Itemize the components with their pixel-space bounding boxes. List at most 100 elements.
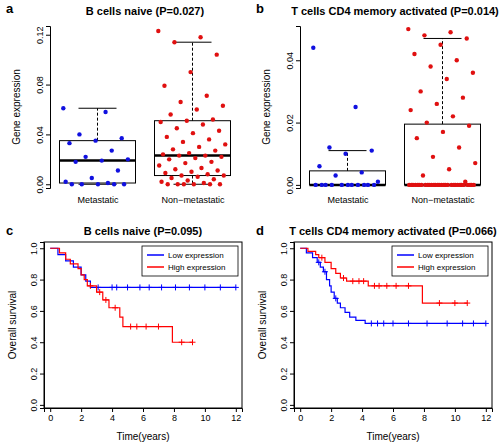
point — [451, 114, 455, 118]
box — [405, 124, 481, 185]
y-axis-tick-label: 1.0 — [29, 243, 39, 256]
x-axis-tick-label: 10 — [200, 413, 210, 423]
point — [343, 152, 347, 156]
y-axis-tick-label: 0.0 — [29, 399, 39, 412]
y-axis-tick-label: 1.0 — [279, 243, 289, 256]
x-axis: 024681012 — [45, 408, 243, 423]
y-axis-tick-label: 0.2 — [29, 368, 39, 381]
whisker-cap — [174, 42, 212, 43]
whisker-cap — [424, 38, 462, 39]
y-axis-tick: 0.12 — [35, 26, 50, 44]
point — [442, 183, 446, 187]
point — [202, 181, 206, 185]
point — [221, 104, 225, 108]
point — [333, 173, 337, 177]
y-axis: 0.00.20.40.60.81.0 — [279, 243, 295, 412]
point — [419, 183, 423, 187]
y-axis-tick-mark — [296, 60, 300, 61]
point — [83, 155, 87, 159]
plot-area — [310, 27, 481, 187]
censor-mark — [112, 305, 118, 311]
x-axis-tick-label: Metastatic — [77, 195, 119, 205]
point — [323, 183, 327, 187]
point — [158, 120, 162, 124]
point — [219, 155, 223, 159]
point — [421, 173, 425, 177]
point — [159, 180, 163, 184]
censor-mark — [137, 284, 143, 290]
y-axis-tick-label: 0.4 — [279, 336, 289, 349]
y-axis-line — [290, 243, 295, 409]
point — [189, 170, 193, 174]
y-axis-tick-label: 0.8 — [279, 274, 289, 287]
title: B cells naive (P=0.027) — [86, 5, 205, 17]
whisker-cap — [79, 108, 117, 109]
x-axis-tick-mark — [50, 408, 51, 412]
censor-mark — [155, 324, 161, 330]
point — [173, 167, 177, 171]
y-axis-tick-mark — [46, 85, 50, 86]
point — [467, 123, 471, 127]
censor-mark — [384, 283, 390, 289]
point — [205, 94, 209, 98]
point — [161, 152, 165, 156]
x-axis-tick-label: 8 — [422, 413, 427, 423]
x-axis-tick: 12 — [231, 408, 241, 423]
y-axis-tick: 1.0 — [29, 243, 44, 256]
panel: b0.000.020.04MetastaticNon−metastaticGen… — [256, 1, 499, 205]
point — [77, 132, 81, 136]
x-axis-tick: 4 — [360, 408, 365, 423]
y-axis-tick: 0.6 — [279, 305, 294, 318]
y-axis-title: Overall survival — [257, 291, 268, 359]
x-axis: 024681012 — [295, 408, 493, 423]
censor-mark — [464, 300, 470, 306]
point — [215, 52, 219, 56]
point — [311, 46, 315, 50]
censor-mark — [97, 289, 103, 295]
censor-mark — [393, 283, 399, 289]
censor-mark — [134, 324, 140, 330]
point — [317, 164, 321, 168]
point — [179, 173, 183, 177]
whisker — [97, 108, 98, 140]
y-axis-tick-mark — [40, 311, 44, 312]
y-axis-tick-label: 0.4 — [29, 336, 39, 349]
censor-mark — [333, 295, 339, 301]
x-axis-tick: 10 — [450, 408, 460, 423]
censor-mark — [390, 320, 396, 326]
censor-mark — [316, 259, 322, 265]
censor-mark — [381, 320, 387, 326]
y-axis-tick-mark — [40, 280, 44, 281]
censor-mark — [143, 324, 149, 330]
x-axis-tick-mark — [424, 408, 425, 412]
y-axis-tick-mark — [40, 405, 44, 406]
point — [203, 153, 207, 157]
point — [452, 183, 456, 187]
x-axis-tick-label: Non−metastatic — [162, 195, 225, 205]
legend-swatch — [147, 266, 164, 268]
censor-mark — [186, 284, 192, 290]
panel: c0246810120.00.20.40.60.81.0Time(years)O… — [6, 223, 243, 442]
point — [406, 27, 410, 31]
point — [431, 155, 435, 159]
y-axis-tick-label: 0.00 — [285, 177, 295, 195]
y-axis-tick: 0.00 — [285, 177, 300, 195]
plot-frame — [294, 242, 492, 408]
point — [212, 177, 216, 181]
point — [435, 183, 439, 187]
point — [473, 161, 477, 165]
y-axis-tick-label: 0.02 — [285, 114, 295, 132]
x-axis-tick-mark — [205, 408, 206, 412]
point — [412, 52, 416, 56]
point — [447, 167, 451, 171]
y-axis-tick-mark — [296, 185, 300, 186]
y-axis-tick: 0.0 — [29, 399, 44, 412]
median — [60, 159, 136, 162]
median — [405, 184, 481, 187]
x-axis-tick-mark — [362, 408, 363, 412]
censor-mark — [202, 284, 208, 290]
point — [157, 163, 161, 167]
x-axis-line — [295, 409, 493, 413]
point — [330, 183, 334, 187]
y-axis-tick-mark — [40, 374, 44, 375]
